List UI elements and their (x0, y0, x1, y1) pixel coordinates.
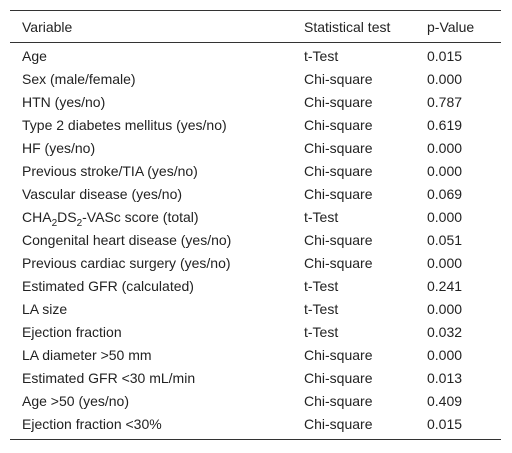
table-row: HTN (yes/no) Chi-square 0.787 (10, 91, 501, 114)
table-row: Previous cardiac surgery (yes/no) Chi-squ… (10, 252, 501, 275)
table-cell: 0.000 (427, 209, 463, 225)
table: Variable Statistical test p-Value Age t-Tes… (10, 10, 501, 440)
table-cell: CHA2DS2-VASc score (total) (22, 206, 199, 229)
table-cell: Chi-square (304, 186, 373, 202)
table-row: Ejection fraction <30% Chi-square 0.015 (10, 413, 501, 436)
table-cell: Chi-square (304, 347, 373, 363)
table-cell: 0.000 (427, 140, 463, 156)
table-row: Vascular disease (yes/no) Chi-square 0.069 (10, 183, 501, 206)
table-cell: 0.015 (427, 48, 463, 64)
table-body: Age t-Test 0.015 Sex (male/female) Chi-squar… (10, 43, 501, 440)
table-row: Sex (male/female) Chi-square 0.000 (10, 68, 501, 91)
table-row: Age >50 (yes/no) Chi-square 0.409 (10, 390, 501, 413)
table-cell: Previous stroke/TIA (yes/no) (22, 163, 198, 179)
table-cell: t-Test (304, 48, 339, 64)
table-cell: HTN (yes/no) (22, 94, 106, 110)
table-header: Variable Statistical test p-Value (10, 10, 501, 43)
table-cell: 0.409 (427, 393, 463, 409)
table-cell: Vascular disease (yes/no) (22, 186, 183, 202)
table-cell: Chi-square (304, 163, 373, 179)
table-cell: 0.013 (427, 370, 463, 386)
table-cell: Estimated GFR <30 mL/min (22, 370, 196, 386)
table-row: CHA2DS2-VASc score (total) t-Test 0.000 (10, 206, 501, 229)
table-cell: 0.619 (427, 117, 463, 133)
table-cell: t-Test (304, 209, 339, 225)
table-cell: Previous cardiac surgery (yes/no) (22, 255, 231, 271)
table-cell: t-Test (304, 278, 339, 294)
table-row: Age t-Test 0.015 (10, 45, 501, 68)
header-cell: Statistical test (304, 19, 391, 35)
text-segment: -VASc score (total) (82, 209, 199, 225)
table-cell: Sex (male/female) (22, 71, 136, 87)
table-cell: Chi-square (304, 232, 373, 248)
table-cell: Chi-square (304, 94, 373, 110)
table-row: Estimated GFR (calculated) t-Test 0.241 (10, 275, 501, 298)
table-cell: Ejection fraction (22, 324, 122, 340)
table-cell: Chi-square (304, 255, 373, 271)
table-cell: 0.000 (427, 255, 463, 271)
table-row: Type 2 diabetes mellitus (yes/no) Chi-squ… (10, 114, 501, 137)
table-cell: 0.032 (427, 324, 463, 340)
table-cell: 0.000 (427, 301, 463, 317)
table-cell: Age (22, 48, 47, 64)
table-cell: t-Test (304, 324, 339, 340)
table-cell: Estimated GFR (calculated) (22, 278, 194, 294)
table-cell: t-Test (304, 301, 339, 317)
table-cell: 0.241 (427, 278, 463, 294)
subscript: 2 (51, 217, 58, 229)
subscript: 2 (76, 217, 83, 229)
table-row: Estimated GFR <30 mL/min Chi-square 0.013 (10, 367, 501, 390)
table-row: LA diameter >50 mm Chi-square 0.000 (10, 344, 501, 367)
table-cell: 0.000 (427, 347, 463, 363)
text-segment: DS (57, 209, 77, 225)
table-cell: Chi-square (304, 71, 373, 87)
table-cell: Chi-square (304, 416, 373, 432)
table-cell: 0.015 (427, 416, 463, 432)
header-cell: Variable (22, 19, 73, 35)
table-cell: Chi-square (304, 117, 373, 133)
table-cell: LA size (22, 301, 68, 317)
table-row: Previous stroke/TIA (yes/no) Chi-square 0.… (10, 160, 501, 183)
table-row: LA size t-Test 0.000 (10, 298, 501, 321)
table-cell: Age >50 (yes/no) (22, 393, 130, 409)
text-segment: CHA (22, 209, 52, 225)
table-row: HF (yes/no) Chi-square 0.000 (10, 137, 501, 160)
table-cell: Chi-square (304, 370, 373, 386)
table-cell: LA diameter >50 mm (22, 347, 152, 363)
table-cell: 0.000 (427, 71, 463, 87)
table-cell: 0.051 (427, 232, 463, 248)
table-cell: Chi-square (304, 393, 373, 409)
table-cell: HF (yes/no) (22, 140, 96, 156)
table-cell: Chi-square (304, 140, 373, 156)
table-cell: Ejection fraction <30% (22, 416, 162, 432)
table-cell: Type 2 diabetes mellitus (yes/no) (22, 117, 227, 133)
header-cell: p-Value (427, 19, 475, 35)
table-row: Ejection fraction t-Test 0.032 (10, 321, 501, 344)
table-cell: 0.787 (427, 94, 463, 110)
table-cell: 0.069 (427, 186, 463, 202)
table-cell: Congenital heart disease (yes/no) (22, 232, 232, 248)
table-cell: 0.000 (427, 163, 463, 179)
table-row: Congenital heart disease (yes/no) Chi-squ… (10, 229, 501, 252)
